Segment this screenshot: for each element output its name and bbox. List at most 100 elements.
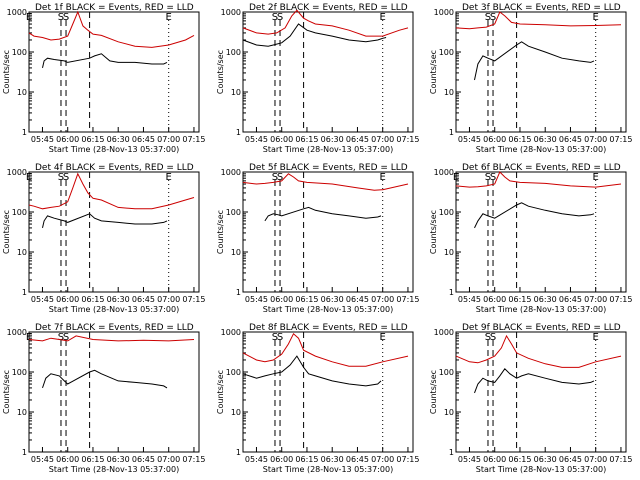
plot-title: Det 2f BLACK = Events, RED = LLD xyxy=(249,3,408,13)
x-tick-label: 06:15 xyxy=(81,455,104,464)
detector-panel: Det 8f BLACK = Events, RED = LLD 1 10 100 10… xyxy=(216,323,419,474)
lld-series-line xyxy=(242,173,409,191)
x-tick-label: 07:00 xyxy=(157,135,180,144)
y-axis-label: Counts/sec xyxy=(429,370,438,414)
y-tick-label: 100 xyxy=(439,208,454,217)
detector-panel: Det 1f BLACK = Events, RED = LLD 1 10 100 10… xyxy=(2,3,205,154)
x-axis-label: Start Time (28-Nov-13 05:37:00) xyxy=(263,465,393,474)
x-tick-label: 06:30 xyxy=(321,135,344,144)
x-tick-label: 06:00 xyxy=(483,135,506,144)
event-marker-label: S xyxy=(485,12,491,23)
plot-frame xyxy=(28,331,200,453)
x-tick-label: 06:45 xyxy=(559,455,582,464)
y-axis-label: Counts/sec xyxy=(429,210,438,254)
x-tick-label: 07:15 xyxy=(396,455,419,464)
y-tick-label: 1 xyxy=(449,448,454,457)
x-tick-label: 06:15 xyxy=(508,135,531,144)
lld-series-line xyxy=(455,334,622,368)
plot-title: Det 6f BLACK = Events, RED = LLD xyxy=(462,163,621,173)
y-axis-label: Counts/sec xyxy=(2,50,11,94)
y-tick-label: 10 xyxy=(231,248,241,257)
detector-panel: Det 6f BLACK = Events, RED = LLD 1 10 100 10… xyxy=(429,163,632,314)
x-tick-label: 07:00 xyxy=(584,455,607,464)
event-marker-label: S xyxy=(63,12,69,23)
y-tick-label: 10 xyxy=(444,88,454,97)
plot-title: Det 1f BLACK = Events, RED = LLD xyxy=(35,3,194,13)
event-marker-label: E xyxy=(593,12,599,23)
detector-panel: Det 5f BLACK = Events, RED = LLD 1 10 100 10… xyxy=(216,163,419,314)
x-tick-label: 06:00 xyxy=(483,295,506,304)
plot-title: Det 3f BLACK = Events, RED = LLD xyxy=(462,3,621,13)
event-marker-label: S xyxy=(277,332,283,343)
event-marker-label: S xyxy=(272,332,278,343)
events-series-line xyxy=(42,53,168,69)
x-tick-label: 06:00 xyxy=(483,455,506,464)
x-tick-label: 06:15 xyxy=(508,455,531,464)
event-marker-label: E xyxy=(380,12,386,23)
x-tick-label: 07:00 xyxy=(371,295,394,304)
event-marker-label: E xyxy=(593,332,599,343)
event-marker-label: S xyxy=(58,172,64,183)
y-tick-label: 100 xyxy=(439,368,454,377)
y-tick-label: 1 xyxy=(449,128,454,137)
x-tick-label: 05:45 xyxy=(31,295,54,304)
x-tick-label: 06:45 xyxy=(346,295,369,304)
detector-panel: Det 2f BLACK = Events, RED = LLD 1 10 100 10… xyxy=(216,3,419,154)
x-tick-label: 07:00 xyxy=(371,455,394,464)
lld-series-line xyxy=(28,172,195,210)
event-marker-label: S xyxy=(490,172,496,183)
y-tick-label: 1 xyxy=(449,288,454,297)
y-tick-label: 1 xyxy=(22,128,27,137)
x-tick-label: 06:15 xyxy=(508,295,531,304)
x-tick-label: 07:00 xyxy=(584,135,607,144)
x-tick-label: 06:45 xyxy=(559,295,582,304)
detector-panel: Det 7f BLACK = Events, RED = LLD 1 10 100 10… xyxy=(2,323,205,474)
event-marker-label: S xyxy=(485,172,491,183)
x-tick-label: 06:00 xyxy=(270,295,293,304)
x-tick-label: 06:00 xyxy=(270,455,293,464)
x-tick-label: 05:45 xyxy=(458,135,481,144)
x-tick-label: 06:45 xyxy=(346,455,369,464)
x-tick-label: 06:30 xyxy=(534,135,557,144)
x-axis-label: Start Time (28-Nov-13 05:37:00) xyxy=(49,145,179,154)
y-tick-label: 100 xyxy=(226,368,241,377)
event-marker-label: S xyxy=(272,172,278,183)
x-tick-label: 05:45 xyxy=(245,135,268,144)
x-tick-label: 06:30 xyxy=(321,455,344,464)
x-tick-label: 07:00 xyxy=(371,135,394,144)
event-marker-label: S xyxy=(277,12,283,23)
y-tick-label: 1000 xyxy=(434,328,454,337)
x-axis-label: Start Time (28-Nov-13 05:37:00) xyxy=(49,305,179,314)
event-marker-label: S xyxy=(63,172,69,183)
y-tick-label: 1000 xyxy=(221,8,241,17)
x-tick-label: 06:30 xyxy=(534,455,557,464)
y-tick-label: 1 xyxy=(236,448,241,457)
x-axis-label: Start Time (28-Nov-13 05:37:00) xyxy=(476,305,606,314)
x-tick-label: 06:30 xyxy=(107,295,130,304)
plot-frame xyxy=(455,171,627,293)
y-axis-label: Counts/sec xyxy=(2,370,11,414)
x-tick-label: 05:45 xyxy=(245,295,268,304)
events-series-line xyxy=(42,369,168,389)
events-series-line xyxy=(42,213,168,229)
y-tick-label: 1000 xyxy=(434,8,454,17)
x-tick-label: 06:15 xyxy=(81,295,104,304)
x-tick-label: 07:15 xyxy=(182,455,205,464)
y-tick-label: 10 xyxy=(444,408,454,417)
x-tick-label: 07:15 xyxy=(182,295,205,304)
y-tick-label: 1000 xyxy=(434,168,454,177)
plot-title: Det 5f BLACK = Events, RED = LLD xyxy=(249,163,408,173)
event-marker-label: S xyxy=(490,12,496,23)
plot-title: Det 8f BLACK = Events, RED = LLD xyxy=(249,323,408,333)
y-tick-label: 100 xyxy=(226,48,241,57)
plot-title: Det 4f BLACK = Events, RED = LLD xyxy=(35,163,194,173)
event-marker-label: E xyxy=(26,172,32,183)
y-tick-label: 10 xyxy=(17,408,27,417)
event-marker-label: E xyxy=(380,332,386,343)
x-tick-label: 07:15 xyxy=(396,295,419,304)
x-tick-label: 06:15 xyxy=(295,295,318,304)
plot-frame xyxy=(242,331,414,453)
lld-series-line xyxy=(455,11,622,30)
x-tick-label: 06:45 xyxy=(346,135,369,144)
